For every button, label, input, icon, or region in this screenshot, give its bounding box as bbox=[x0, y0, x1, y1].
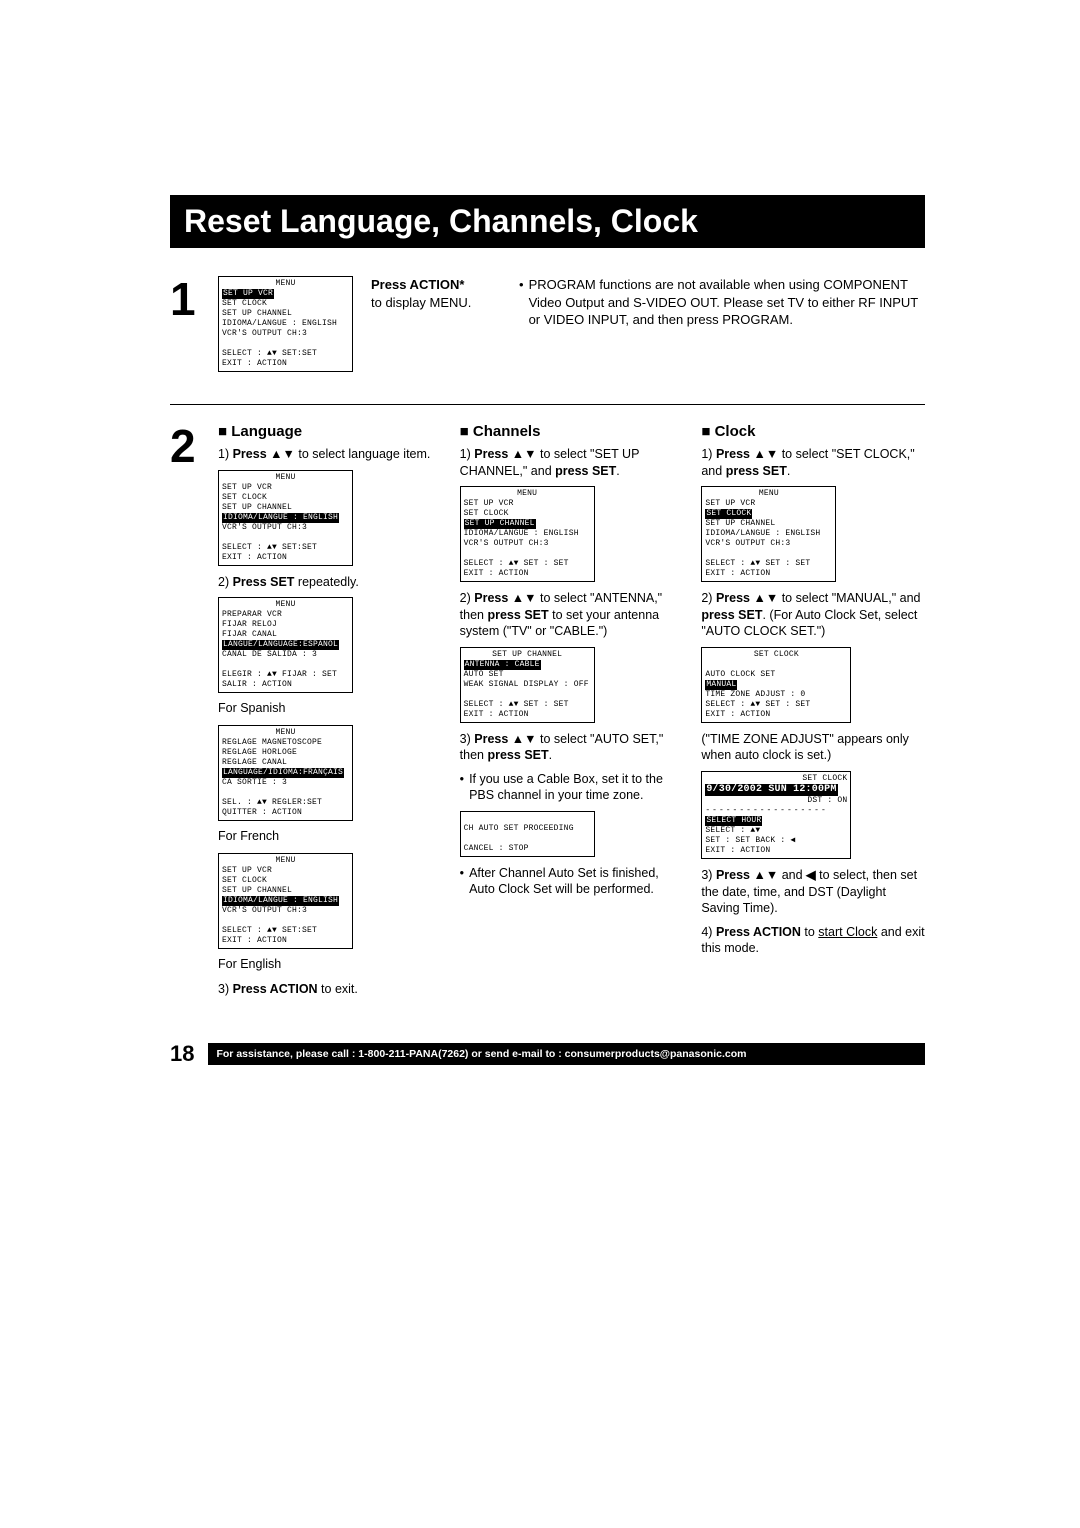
divider bbox=[170, 404, 925, 405]
clock-column: Clock 1) Press ▲▼ to select "SET CLOCK,"… bbox=[701, 423, 925, 1005]
lang-step1: 1) Press ▲▼ to select language item. bbox=[218, 446, 442, 463]
lang-step2: 2) Press SET repeatedly. bbox=[218, 574, 442, 591]
step1-instruction: Press ACTION* to display MENU. bbox=[371, 276, 501, 380]
lang-cap2: For Spanish bbox=[218, 701, 442, 715]
page-number: 18 bbox=[170, 1041, 194, 1067]
channels-column: Channels 1) Press ▲▼ to select "SET UP C… bbox=[460, 423, 684, 1005]
page-title: Reset Language, Channels, Clock bbox=[170, 195, 925, 248]
step-1: 1 MENUSET UP VCRSET CLOCKSET UP CHANNELI… bbox=[170, 276, 925, 380]
ck-step3: 3) Press ▲▼ and ◀ to select, then set th… bbox=[701, 867, 925, 917]
lang-cap3: For French bbox=[218, 829, 442, 843]
ck-step4: 4) Press ACTION to start Clock and exit … bbox=[701, 924, 925, 957]
lang-step3: 3) Press ACTION to exit. bbox=[218, 981, 442, 998]
ch-osd1: MENUSET UP VCRSET CLOCKSET UP CHANNELIDI… bbox=[460, 486, 595, 582]
ck-osd1: MENUSET UP VCRSET CLOCKSET UP CHANNELIDI… bbox=[701, 486, 836, 582]
step-2: 2 Language 1) Press ▲▼ to select languag… bbox=[170, 423, 925, 1005]
ch-note2: After Channel Auto Set is finished, Auto… bbox=[460, 865, 684, 898]
ck-osd3: SET CLOCK 9/30/2002 SUN 12:00PM DST : ON… bbox=[701, 771, 851, 860]
lang-osd4: MENUSET UP VCRSET CLOCKSET UP CHANNELIDI… bbox=[218, 853, 353, 949]
lang-osd3: MENUREGLAGE MAGNETOSCOPEREGLAGE HORLOGER… bbox=[218, 725, 353, 821]
lang-cap4: For English bbox=[218, 957, 442, 971]
step1-note: PROGRAM functions are not available when… bbox=[519, 276, 925, 380]
step-1-number: 1 bbox=[170, 276, 218, 322]
assistance-bar: For assistance, please call : 1-800-211-… bbox=[208, 1043, 925, 1065]
language-heading: Language bbox=[218, 423, 442, 440]
ch-osd3: CH AUTO SET PROCEEDING CANCEL : STOP bbox=[460, 811, 595, 857]
ck-step2: 2) Press ▲▼ to select "MANUAL," and pres… bbox=[701, 590, 925, 640]
ck-note1: ("TIME ZONE ADJUST" appears only when au… bbox=[701, 731, 925, 764]
ck-osd2: SET CLOCK AUTO CLOCK SET MANUAL TIME ZON… bbox=[701, 647, 851, 723]
step-2-number: 2 bbox=[170, 423, 218, 469]
ch-note1: If you use a Cable Box, set it to the PB… bbox=[460, 771, 684, 804]
channels-heading: Channels bbox=[460, 423, 684, 440]
language-column: Language 1) Press ▲▼ to select language … bbox=[218, 423, 442, 1005]
step1-osd: MENUSET UP VCRSET CLOCKSET UP CHANNELIDI… bbox=[218, 276, 353, 372]
ch-osd2: SET UP CHANNEL ANTENNA : CABLE AUTO SET … bbox=[460, 647, 595, 723]
lang-osd1: MENUSET UP VCRSET CLOCKSET UP CHANNELIDI… bbox=[218, 470, 353, 566]
lang-osd2: MENUPREPARAR VCRFIJAR RELOJFIJAR CANALLA… bbox=[218, 597, 353, 693]
ck-step1: 1) Press ▲▼ to select "SET CLOCK," and p… bbox=[701, 446, 925, 479]
clock-heading: Clock bbox=[701, 423, 925, 440]
ch-step1: 1) Press ▲▼ to select "SET UP CHANNEL," … bbox=[460, 446, 684, 479]
ch-step2: 2) Press ▲▼ to select "ANTENNA," then pr… bbox=[460, 590, 684, 640]
page-footer: 18 For assistance, please call : 1-800-2… bbox=[170, 1041, 925, 1067]
ch-step3: 3) Press ▲▼ to select "AUTO SET," then p… bbox=[460, 731, 684, 764]
